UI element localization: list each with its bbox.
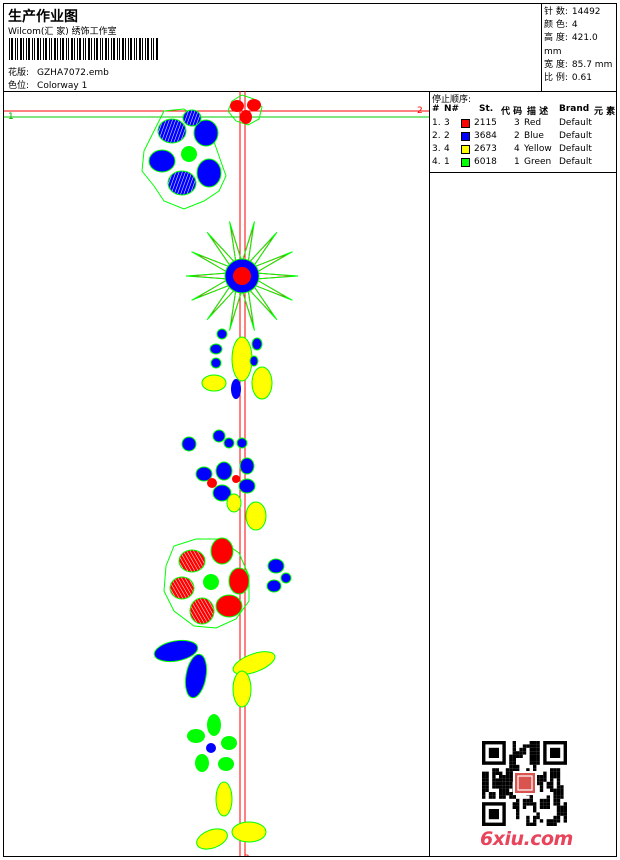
stop-code: 1 <box>514 157 520 167</box>
stop-code: 4 <box>514 144 520 154</box>
seal-icon <box>515 773 535 793</box>
stop-needle: 4 <box>444 144 450 154</box>
header: 生产作业图 Wilcom(汇 家) 绣饰工作室 花版: GZHA7072.emb … <box>4 4 616 92</box>
production-sheet: 生产作业图 Wilcom(汇 家) 绣饰工作室 花版: GZHA7072.emb … <box>3 3 617 857</box>
color-swatch <box>461 145 470 154</box>
guide-label-right: 2 <box>417 106 423 116</box>
scale-value: 0.61 <box>571 73 592 84</box>
stop-row: 1. 3 2115 3 Red Default <box>429 118 616 131</box>
qr-code <box>482 741 567 826</box>
stop-brand: Default <box>559 118 592 128</box>
stop-num: 3. <box>432 144 441 154</box>
stop-row: 4. 1 6018 1 Green Default <box>429 157 616 170</box>
col-n: N# <box>444 104 460 114</box>
stitches-label: 针 数: <box>544 7 568 17</box>
col-brand: Brand <box>559 104 590 114</box>
colorway-row: 色位: Colorway 1 <box>8 78 87 91</box>
embroidery-design-area: 1 2 2 <box>4 91 430 856</box>
colorway-name: Colorway 1 <box>37 81 88 91</box>
design-label: 花版: <box>8 68 30 78</box>
stop-needle: 2 <box>444 131 450 141</box>
page-title: 生产作业图 <box>8 9 78 25</box>
flower-top-blue <box>141 108 227 210</box>
stats-panel: 针 数: 14492 颜 色: 4 高 度: 421.0 mm 宽 度: 85.7 mm… <box>544 6 616 85</box>
col-num: # <box>432 104 440 114</box>
height-label: 高 度: <box>544 33 568 44</box>
guide-label-left: 1 <box>8 112 14 122</box>
stop-desc: Yellow <box>524 144 552 154</box>
stop-num: 1. <box>432 118 441 128</box>
colors-label: 颜 色: <box>544 20 568 31</box>
stop-needle: 1 <box>444 157 450 167</box>
design-file: GZHA7072.emb <box>37 68 109 78</box>
leaf-cluster-3 <box>196 781 267 850</box>
embroidery-preview: 1 2 2 <box>4 91 429 856</box>
flower-spiky-red <box>185 221 299 331</box>
stop-code: 3 <box>514 118 520 128</box>
color-swatch <box>461 119 470 128</box>
colors-value: 4 <box>571 20 578 31</box>
stop-desc: Blue <box>524 131 544 141</box>
leaf-cluster-2 <box>153 639 276 708</box>
stop-code: 2 <box>514 131 520 141</box>
col-st: St. <box>479 104 494 114</box>
width-label: 宽 度: <box>544 59 568 70</box>
design-file-row: 花版: GZHA7072.emb <box>8 65 109 78</box>
color-swatch <box>461 132 470 141</box>
site-logo: 6xiu.com <box>480 828 573 850</box>
flower-big-red <box>163 537 292 629</box>
stop-needle: 3 <box>444 118 450 128</box>
stop-desc: Red <box>524 118 542 128</box>
flower-top-red <box>227 94 263 126</box>
stop-brand: Default <box>559 131 592 141</box>
flower-cluster-small <box>181 429 267 531</box>
col-elem: 元 素 <box>594 107 616 117</box>
flower-green <box>187 714 237 772</box>
header-left: 生产作业图 Wilcom(汇 家) 绣饰工作室 花版: GZHA7072.emb … <box>4 4 542 91</box>
color-swatch <box>461 158 470 167</box>
width-value: 85.7 mm <box>571 59 613 70</box>
col-code: 代 码 <box>501 107 523 117</box>
stop-brand: Default <box>559 144 592 154</box>
barcode <box>9 38 158 60</box>
studio-name: Wilcom(汇 家) 绣饰工作室 <box>8 27 117 37</box>
stop-brand: Default <box>559 157 592 167</box>
col-desc: 描 述 <box>527 107 549 117</box>
stop-row: 3. 4 2673 4 Yellow Default <box>429 144 616 157</box>
guide-label-bottom: 2 <box>244 854 250 856</box>
stop-stitches: 2115 <box>474 118 497 128</box>
scale-label: 比 例: <box>544 73 568 84</box>
height-value: 421.0 mm <box>544 33 598 57</box>
color-stop-table: 停止顺序: # N# St. 代 码 描 述 Brand 元 素 1. 3 2115… <box>429 91 616 173</box>
stop-row: 2. 2 3684 2 Blue Default <box>429 131 616 144</box>
stop-num: 4. <box>432 157 441 167</box>
stop-stitches: 3684 <box>474 131 497 141</box>
stop-stitches: 2673 <box>474 144 497 154</box>
stop-stitches: 6018 <box>474 157 497 167</box>
stops-title: 停止顺序: <box>432 95 472 105</box>
stitches-value: 14492 <box>571 7 601 17</box>
colorway-label: 色位: <box>8 81 30 91</box>
stop-desc: Green <box>524 157 552 167</box>
leaf-cluster-1 <box>201 328 273 400</box>
stop-num: 2. <box>432 131 441 141</box>
